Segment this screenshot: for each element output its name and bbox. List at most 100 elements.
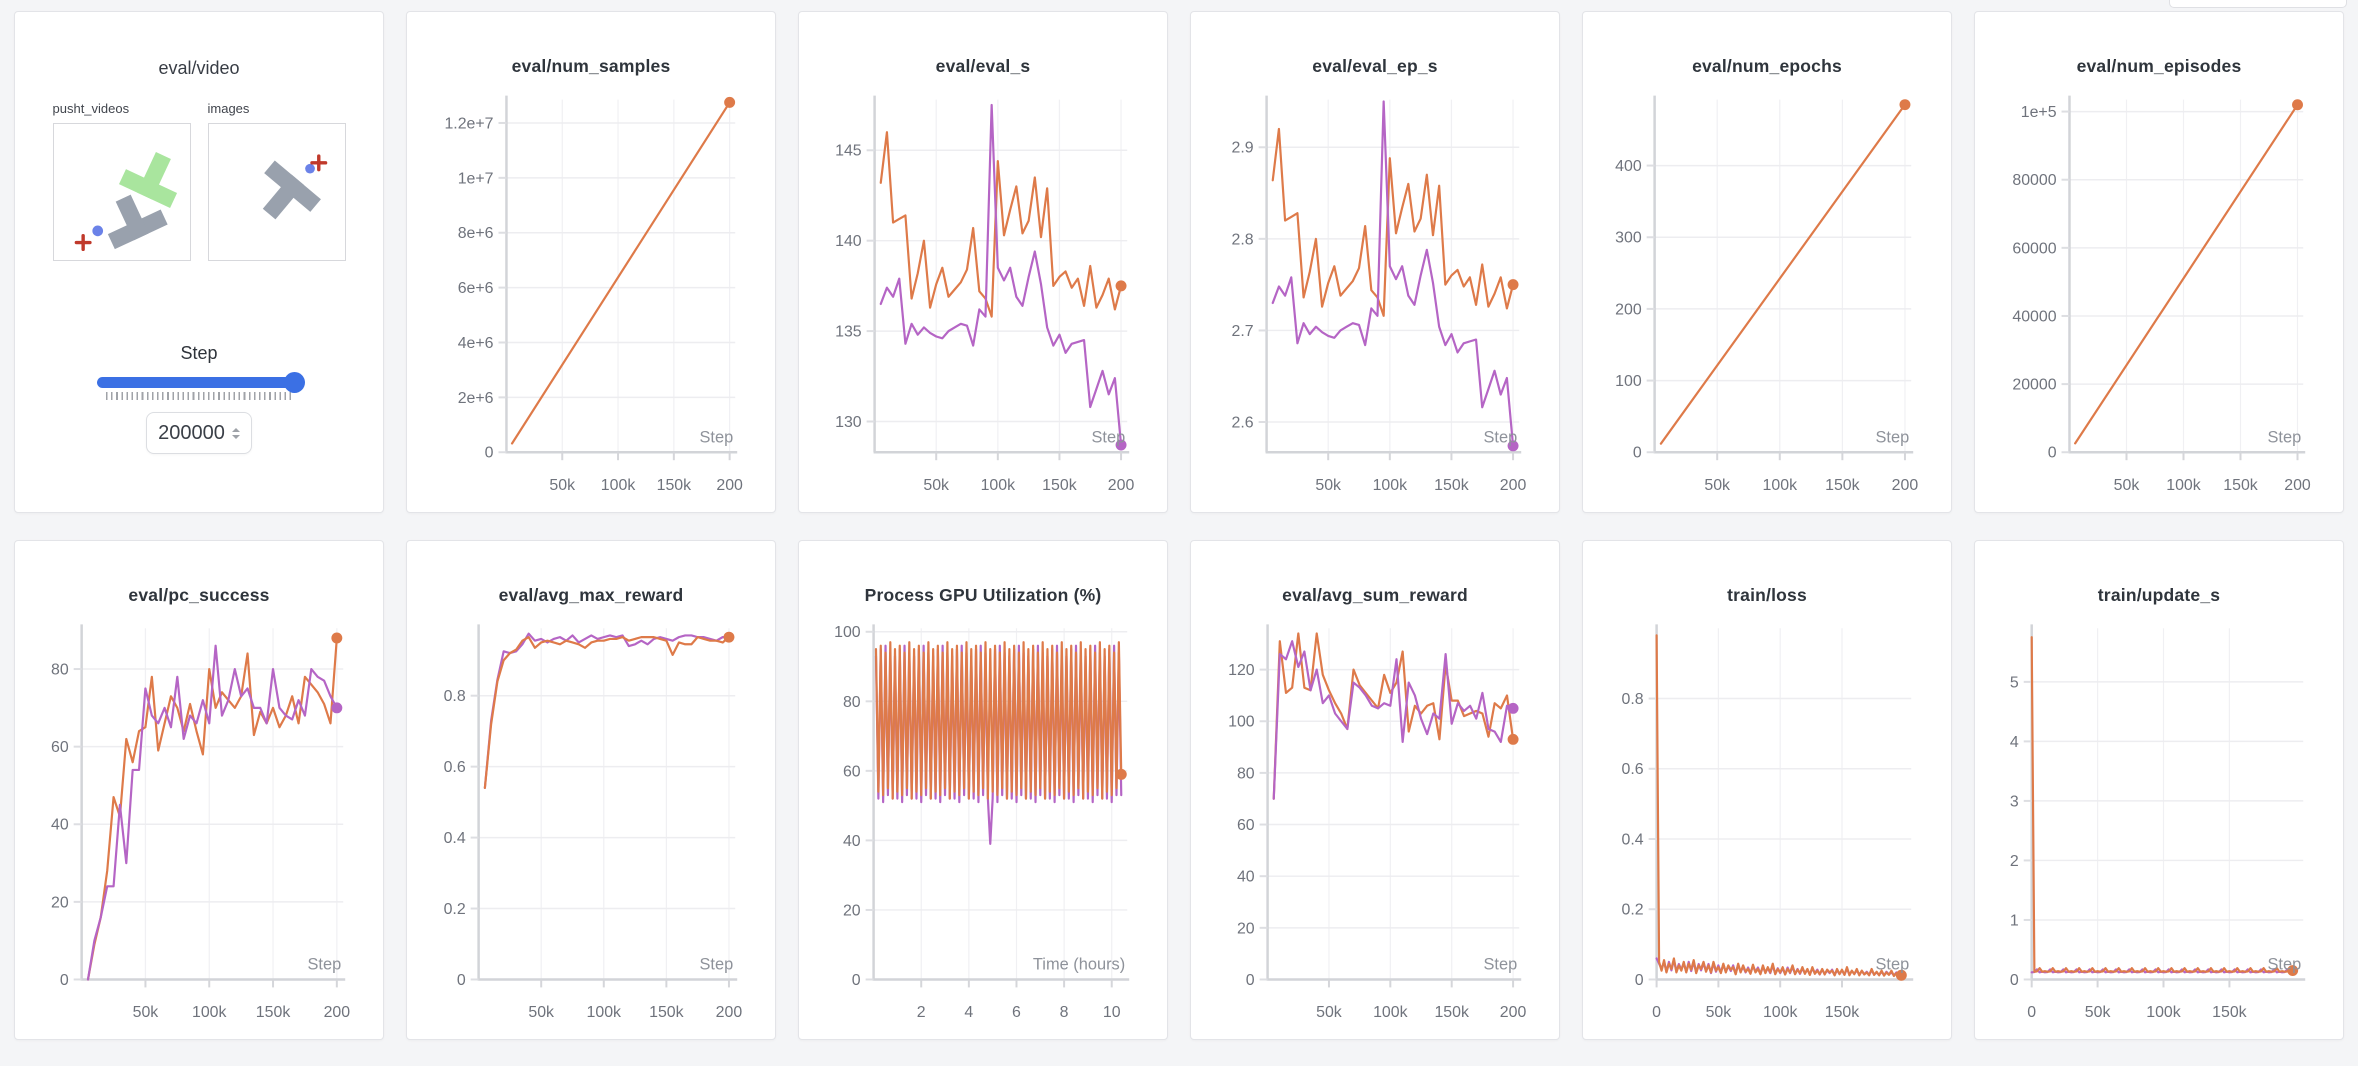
pusht-image-thumbnail[interactable] — [207, 123, 346, 261]
x-tick-label: 150k — [2212, 1004, 2247, 1021]
x-tick-label: 150k — [657, 477, 692, 494]
y-tick-label: 300 — [1615, 230, 1642, 247]
y-tick-label: 0 — [485, 445, 494, 462]
x-tick-label: 150k — [1825, 477, 1860, 494]
partial-panel-fragment — [2169, 0, 2347, 8]
y-tick-label: 60 — [51, 739, 69, 756]
series-endpoint-dot-orange — [1899, 99, 1911, 111]
chart-title: train/update_s — [2097, 585, 2221, 605]
series-endpoint-dot-orange — [723, 631, 735, 643]
series-line-purple — [1272, 640, 1515, 800]
series-endpoint-dot-orange — [331, 632, 343, 644]
series-endpoint-dot-purple — [331, 702, 343, 714]
chart-title: eval/eval_s — [935, 56, 1031, 76]
chart-panel-process-gpu-utilization-: Process GPU Utilization (%) 0 20 40 60 80 100 2… — [798, 540, 1168, 1040]
y-tick-label: 40 — [1237, 869, 1255, 886]
y-tick-label: 4e+6 — [458, 335, 494, 352]
chart-canvas[interactable]: 0 20 40 60 80 100 120 50k 100k 150k 200 Step — [1191, 541, 1559, 1039]
x-tick-label: 200 — [1500, 477, 1527, 494]
x-tick-label: 50k — [1704, 477, 1730, 494]
chart-panel-eval-num-samples: eval/num_samples 0 2e+6 4e+6 6e+6 8e+6 1e+7 1.2… — [406, 11, 776, 513]
agent-dot — [304, 163, 315, 174]
step-input[interactable]: 200000 — [146, 412, 252, 454]
series-line-purple — [1271, 100, 1515, 447]
chart-panel-train-loss: train/loss 0 0.2 0.4 0.6 0.8 0 50k 100k 150k Step — [1582, 540, 1952, 1040]
series-line-purple — [483, 632, 731, 790]
series-endpoint-dot-orange — [1895, 969, 1907, 981]
chart-title: eval/num_samples — [511, 56, 671, 76]
slider-tick-marks — [106, 392, 292, 400]
y-tick-label: 80000 — [2012, 172, 2056, 189]
x-tick-label: 2 — [917, 1004, 926, 1021]
target-cross-icon — [309, 154, 327, 172]
step-slider[interactable] — [97, 372, 305, 393]
x-tick-label: 200 — [1892, 477, 1919, 494]
x-tick-label: 200 — [716, 1004, 743, 1021]
x-tick-label: 100k — [587, 1004, 622, 1021]
y-tick-label: 60000 — [2012, 240, 2056, 257]
pusht-video-thumbnail[interactable] — [52, 123, 191, 261]
chart-canvas[interactable]: 0 100 200 300 400 50k 100k 150k 200 Step — [1583, 12, 1951, 512]
x-tick-label: 200 — [2284, 477, 2311, 494]
series-line-orange — [1271, 127, 1515, 317]
series-line-orange — [2074, 103, 2299, 445]
y-tick-label: 0.4 — [444, 830, 466, 847]
green-t-block — [118, 152, 177, 208]
chart-canvas[interactable]: 0 20 40 60 80 100 2 4 6 8 10 Time (hours) — [799, 541, 1167, 1039]
target-cross-icon — [74, 234, 92, 252]
x-tick-label: 100k — [1373, 477, 1408, 494]
chart-canvas[interactable]: 0 20000 40000 60000 80000 1e+5 50k 100k 150k 200 S… — [1975, 12, 2343, 512]
series-endpoint-dot-orange — [1115, 768, 1127, 780]
y-tick-label: 145 — [835, 143, 862, 160]
chart-canvas[interactable]: 130 135 140 145 50k 100k 150k 200 Step — [799, 12, 1167, 512]
y-tick-label: 60 — [1237, 817, 1255, 834]
x-tick-label: 100k — [601, 477, 636, 494]
y-tick-label: 100 — [1228, 714, 1255, 731]
y-tick-label: 1.2e+7 — [444, 115, 493, 132]
media-panel-title: eval/video — [158, 58, 240, 78]
x-tick-label: 50k — [133, 1004, 159, 1021]
chart-title: eval/num_epochs — [1692, 56, 1842, 76]
x-axis-label: Step — [307, 956, 341, 974]
y-tick-label: 8e+6 — [458, 225, 494, 242]
y-tick-label: 1e+7 — [458, 170, 494, 187]
chart-canvas[interactable]: 0 2e+6 4e+6 6e+6 8e+6 1e+7 1.2e+7 50k 100k 150k 20… — [407, 12, 775, 512]
series-line-orange — [879, 131, 1123, 318]
series-line-orange — [1659, 103, 1907, 445]
chart-canvas[interactable]: 2.6 2.7 2.8 2.9 50k 100k 150k 200 Step — [1191, 12, 1559, 512]
x-tick-label: 50k — [528, 1004, 554, 1021]
media-panel: eval/video pusht_videos — [14, 11, 384, 513]
slider-track[interactable] — [97, 372, 305, 393]
x-tick-label: 6 — [1012, 1004, 1021, 1021]
y-tick-label: 6e+6 — [458, 280, 494, 297]
media-item-pusht-videos: pusht_videos — [52, 101, 191, 261]
chart-panel-eval-avg-max-reward: eval/avg_max_reward 0 0.2 0.4 0.6 0.8 50k 100k 1… — [406, 540, 776, 1040]
chart-title: eval/avg_max_reward — [498, 585, 684, 605]
step-down-icon — [231, 434, 240, 439]
agent-dot — [91, 225, 103, 237]
y-tick-label: 80 — [1237, 765, 1255, 782]
x-tick-label: 150k — [1825, 1004, 1860, 1021]
chart-canvas[interactable]: 0 1 2 3 4 5 0 50k 100k 150k Step — [1975, 541, 2343, 1039]
chart-canvas[interactable]: 0 20 40 60 80 50k 100k 150k 200 Step — [15, 541, 383, 1039]
slider-handle[interactable] — [284, 372, 305, 393]
chart-canvas[interactable]: 0 0.2 0.4 0.6 0.8 50k 100k 150k 200 Step — [407, 541, 775, 1039]
y-tick-label: 1e+5 — [2021, 104, 2057, 121]
chart-title: eval/eval_ep_s — [1312, 56, 1438, 76]
x-axis-label: Time (hours) — [1033, 956, 1125, 974]
series-endpoint-dot-orange — [2292, 99, 2303, 111]
chart-canvas[interactable]: 0 0.2 0.4 0.6 0.8 0 50k 100k 150k Step — [1583, 541, 1951, 1039]
series-line-purple — [879, 103, 1123, 447]
series-endpoint-dot-orange — [2287, 965, 2299, 977]
x-axis-label: Step — [1092, 428, 1126, 446]
x-tick-label: 200 — [1108, 477, 1135, 494]
y-tick-label: 1 — [2010, 912, 2019, 929]
media-item-images: images — [207, 101, 346, 261]
x-tick-label: 200 — [1500, 1004, 1527, 1021]
x-tick-label: 100k — [1373, 1004, 1408, 1021]
y-tick-label: 0 — [457, 972, 466, 989]
series-line-orange — [874, 641, 1123, 800]
stepper-arrows[interactable] — [231, 427, 240, 439]
y-tick-label: 120 — [1228, 662, 1255, 679]
